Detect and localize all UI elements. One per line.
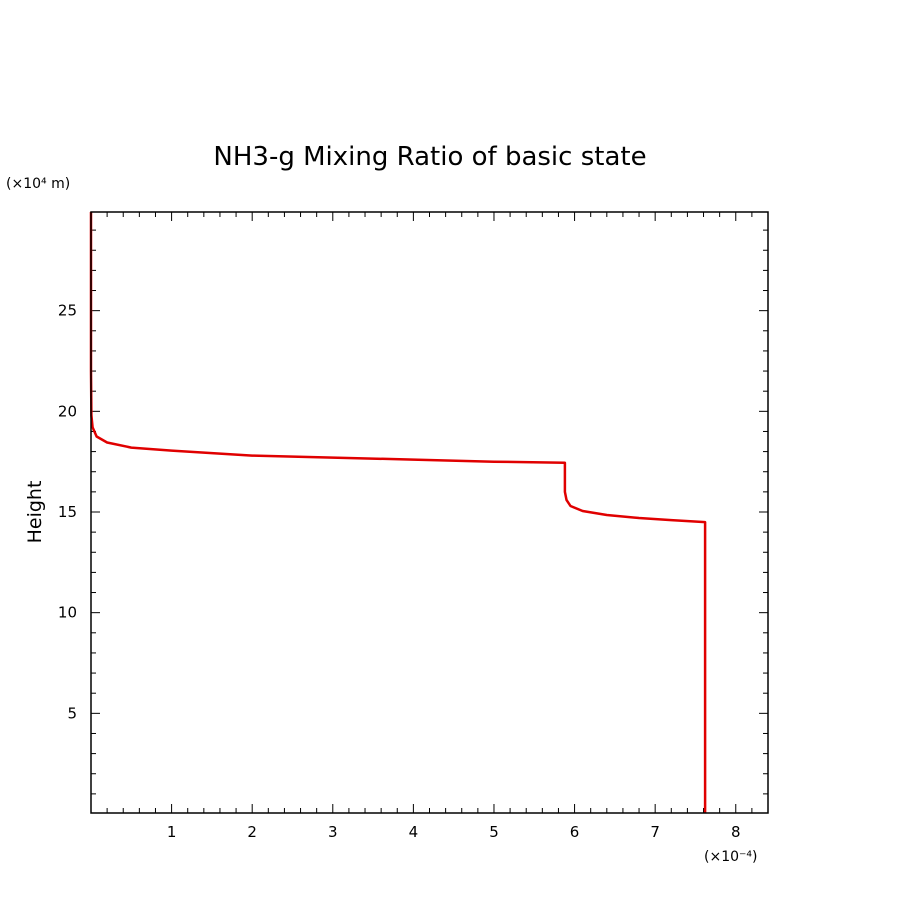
y-tick-label: 10 xyxy=(58,604,77,622)
y-tick-label: 25 xyxy=(58,302,77,320)
y-axis-label: Height xyxy=(24,481,46,544)
series-line xyxy=(89,212,707,813)
x-tick-label: 2 xyxy=(247,823,257,841)
y-tick-label: 15 xyxy=(58,503,77,521)
x-tick-label: 7 xyxy=(650,823,660,841)
x-tick-label: 5 xyxy=(489,823,499,841)
x-axis-unit: (×10⁻⁴) xyxy=(704,849,757,865)
plot-frame xyxy=(90,211,769,814)
chart-title: NH3-g Mixing Ratio of basic state xyxy=(213,142,646,172)
axis-tick-labels: 1 2 3 4 5 6 7 8 5 10 15 20 25 xyxy=(58,302,741,841)
x-tick-label: 1 xyxy=(167,823,177,841)
axis-ticks xyxy=(91,212,769,813)
x-tick-label: 6 xyxy=(570,823,580,841)
x-tick-label: 8 xyxy=(731,823,741,841)
series-layer xyxy=(89,212,707,813)
y-tick-label: 5 xyxy=(67,704,77,722)
x-tick-label: 3 xyxy=(328,823,338,841)
x-tick-label: 4 xyxy=(409,823,419,841)
y-tick-label: 20 xyxy=(58,402,77,420)
y-axis-unit: (×10⁴ m) xyxy=(6,176,70,192)
